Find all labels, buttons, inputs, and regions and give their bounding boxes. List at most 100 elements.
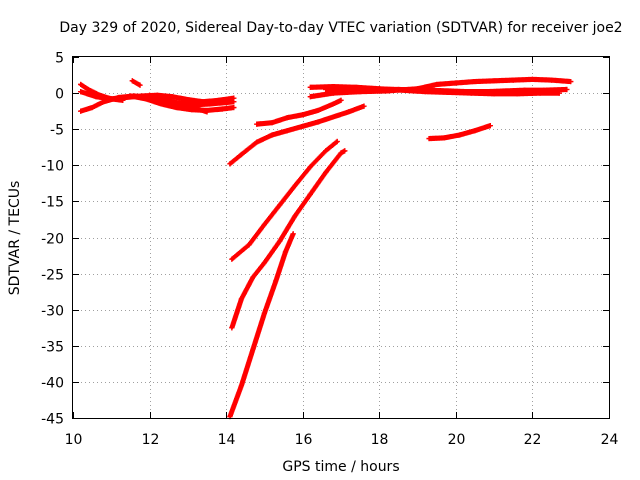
data-point	[89, 104, 95, 111]
data-point	[246, 242, 252, 248]
y-tick-label: -25	[41, 268, 64, 284]
data-point	[273, 278, 279, 284]
data-point	[143, 96, 149, 102]
data-point	[541, 87, 547, 93]
data-point	[307, 164, 313, 170]
data-point	[269, 120, 275, 126]
data-point	[483, 89, 490, 95]
data-point	[445, 88, 451, 94]
data-point	[503, 88, 509, 94]
x-tick-label: 14	[218, 432, 236, 448]
y-axis-label: SDTVAR / TECUs	[7, 181, 23, 296]
series-track-11	[227, 231, 296, 420]
data-point	[254, 121, 260, 127]
data-point	[231, 104, 237, 111]
series-track-9	[229, 138, 340, 262]
data-point	[229, 256, 235, 262]
data-point	[101, 99, 107, 105]
data-point	[300, 112, 306, 118]
data-point	[564, 86, 570, 93]
data-point	[162, 96, 168, 103]
data-point	[334, 138, 340, 145]
data-point	[323, 169, 329, 176]
series-track-7	[227, 103, 367, 167]
data-point	[426, 87, 432, 93]
x-tick-label: 24	[601, 432, 619, 448]
axis-ticks: 10 12 14 16 18 20 22 24 5 0 -5 -10 -15 -20 -25 -30 -35 -4…	[41, 51, 618, 449]
data-point	[342, 148, 348, 154]
data-point	[78, 89, 84, 95]
series-track-3	[78, 81, 126, 103]
data-point	[292, 182, 298, 189]
chart-title: Day 329 of 2020, Sidereal Day-to-day VTE…	[59, 20, 622, 36]
data-point	[146, 92, 153, 98]
data-point	[169, 94, 176, 100]
y-tick-label: 0	[55, 87, 64, 103]
x-tick-label: 16	[295, 432, 313, 448]
data-point	[229, 325, 235, 331]
data-point	[250, 274, 256, 280]
data-point	[261, 260, 268, 266]
y-tick-label: -30	[41, 304, 64, 320]
data-point	[338, 150, 344, 156]
data-point	[529, 76, 536, 82]
data-point	[238, 382, 245, 389]
y-tick-label: -10	[41, 159, 64, 175]
data-point	[323, 148, 329, 154]
data-point	[315, 107, 321, 114]
y-tick-label: -35	[41, 340, 64, 356]
data-point	[219, 106, 225, 112]
x-axis-label: GPS time / hours	[282, 459, 399, 475]
data-point	[261, 221, 268, 228]
data-point	[238, 151, 245, 158]
data-point	[108, 96, 114, 102]
data-point	[231, 99, 237, 105]
series-track-15	[426, 122, 493, 142]
data-point	[261, 310, 268, 316]
data-point	[346, 109, 352, 115]
data-point	[227, 161, 233, 167]
data-point	[315, 119, 321, 125]
data-point	[464, 89, 470, 95]
data-point	[338, 97, 344, 103]
data-point	[361, 103, 367, 109]
data-point	[177, 102, 183, 108]
y-tick-label: -5	[50, 123, 64, 139]
series-track-6	[146, 92, 210, 115]
data-point	[357, 86, 363, 92]
series-track-4	[129, 78, 143, 88]
data-point	[85, 86, 91, 93]
x-tick-label: 22	[524, 432, 542, 448]
data-point	[487, 122, 493, 129]
y-tick-label: -20	[41, 232, 64, 248]
y-tick-label: 5	[55, 51, 64, 67]
data-point	[284, 115, 290, 121]
data-point	[548, 77, 555, 83]
data-point	[192, 105, 199, 111]
data-point	[323, 86, 329, 93]
data-point	[457, 132, 463, 138]
data-point	[284, 128, 290, 134]
data-point	[223, 99, 229, 106]
data-point	[491, 78, 497, 84]
data-point	[434, 81, 440, 88]
data-point	[97, 92, 103, 98]
plot-frame	[72, 56, 610, 419]
x-tick-label: 12	[142, 432, 160, 448]
data-point	[395, 86, 402, 93]
y-tick-label: -45	[41, 412, 64, 428]
series-track-8	[254, 97, 344, 127]
data-point	[472, 128, 478, 134]
data-point	[300, 123, 306, 129]
data-point	[250, 346, 256, 353]
x-tick-label: 18	[371, 432, 389, 448]
y-tick-label: -15	[41, 195, 64, 211]
data-point	[78, 81, 84, 88]
data-point	[277, 202, 283, 208]
y-tick-label: -40	[41, 376, 64, 392]
x-tick-label: 10	[65, 432, 83, 448]
data-point	[453, 80, 459, 86]
data-point	[522, 87, 528, 93]
